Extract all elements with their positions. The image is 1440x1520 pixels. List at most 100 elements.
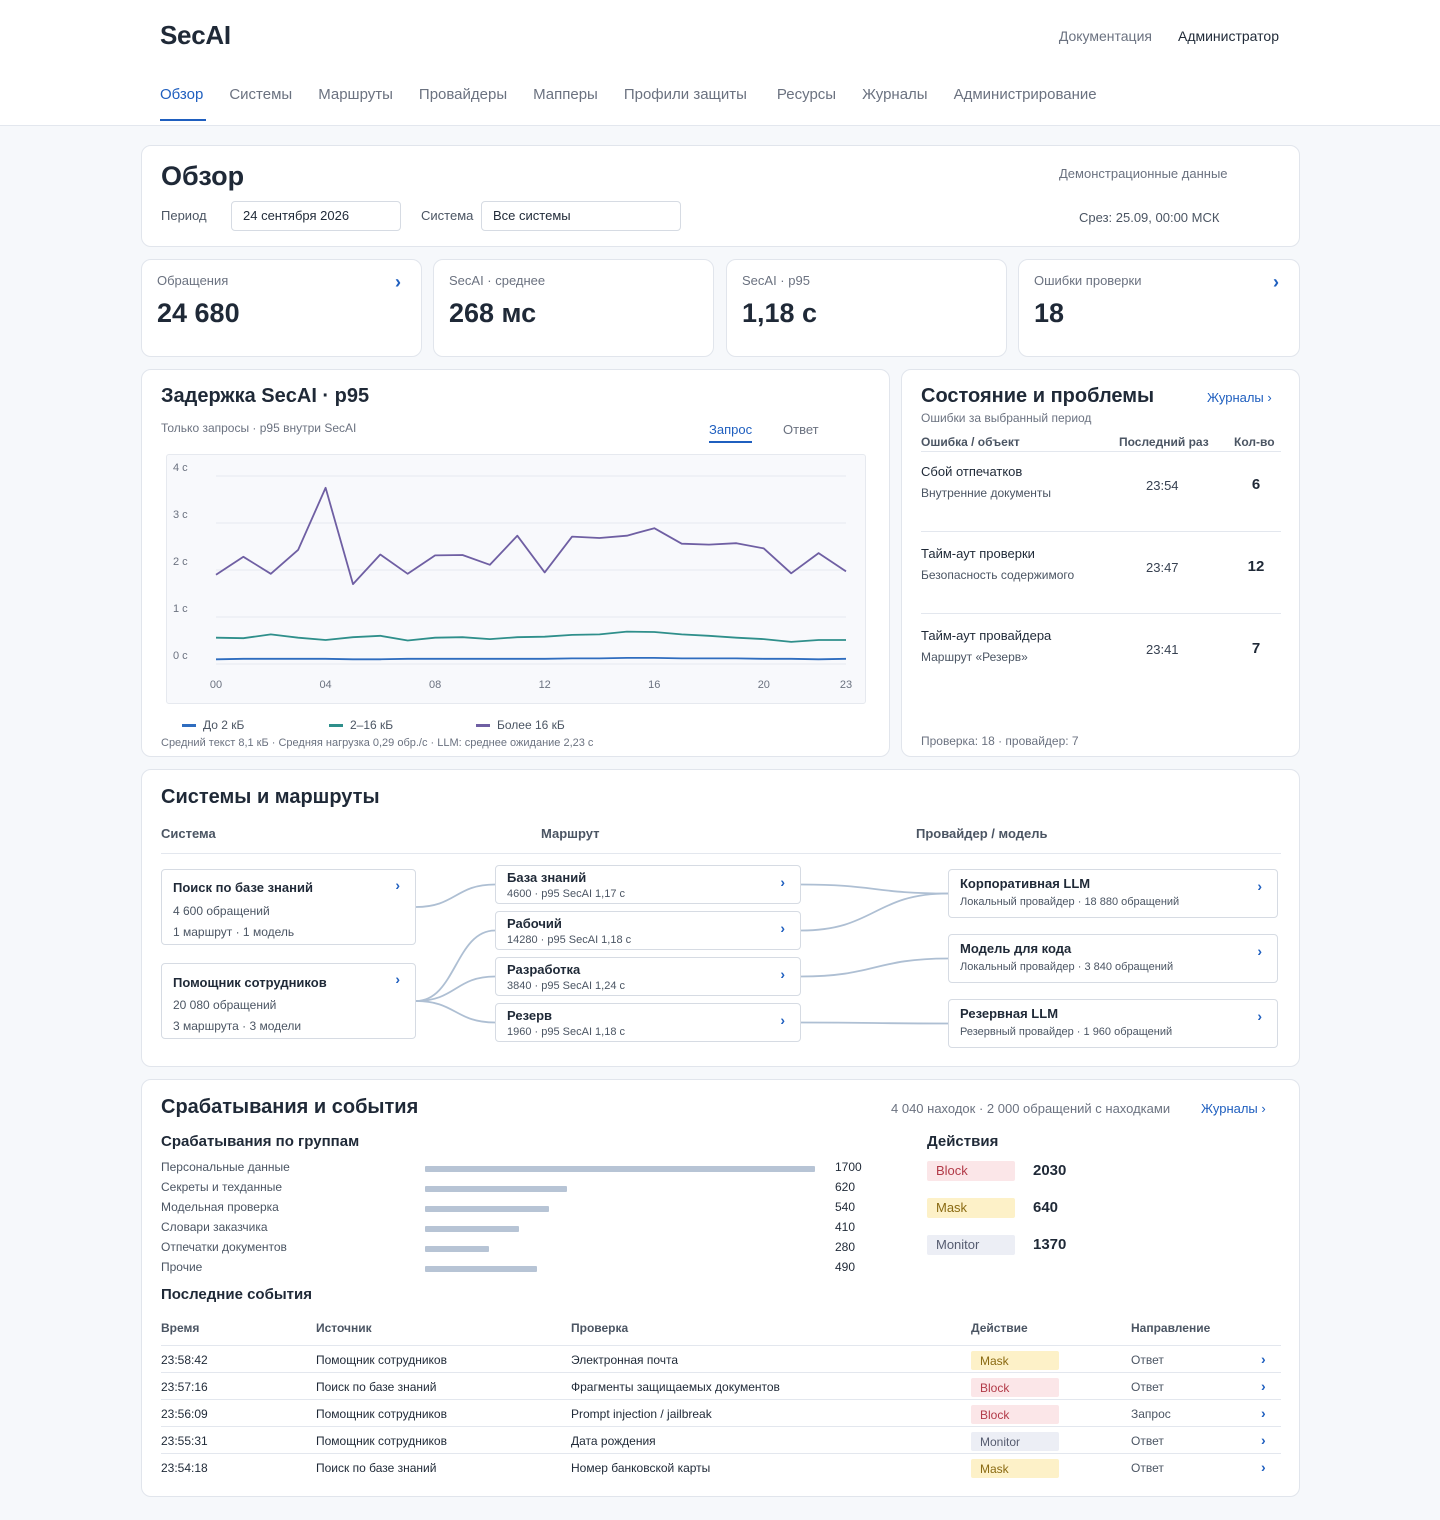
issue-row[interactable]: Тайм-аут проверки Безопасность содержимо… — [921, 532, 1281, 614]
group-value: 410 — [835, 1220, 856, 1234]
route-provider-connector — [800, 883, 949, 895]
group-value: 1700 — [835, 1160, 862, 1174]
chevron-right-icon[interactable]: › — [1257, 943, 1262, 959]
top-links: Документация Администратор — [1059, 28, 1279, 44]
chevron-right-icon[interactable]: › — [780, 1012, 785, 1028]
chevron-right-icon[interactable]: › — [780, 874, 785, 890]
chevron-right-icon[interactable]: › — [1261, 1405, 1266, 1421]
tab-protection-profiles[interactable]: Профили защиты — [623, 86, 747, 103]
kpi-secai-p95: SecAI · p95 1,18 с — [726, 259, 1007, 357]
admin-menu[interactable]: Администратор — [1177, 28, 1279, 44]
overview-header-card: Обзор Период 24 сентября 2026 Система Вс… — [141, 145, 1300, 247]
kpi-check-errors[interactable]: Ошибки проверки 18 › — [1018, 259, 1300, 357]
issues-header-divider — [921, 451, 1281, 452]
issue-name: Сбой отпечатков — [921, 464, 1023, 479]
main-nav: Обзор Системы Маршруты Провайдеры Маппер… — [160, 86, 1097, 121]
issues-logs-link[interactable]: Журналы › — [1207, 390, 1272, 405]
issue-row[interactable]: Тайм-аут провайдера Маршрут «Резерв» 23:… — [921, 614, 1281, 696]
table-row[interactable]: 23:57:16 Поиск по базе знаний Фрагменты за… — [161, 1372, 1281, 1399]
event-time: 23:56:09 — [161, 1407, 208, 1421]
chevron-right-icon[interactable]: › — [1261, 1432, 1266, 1448]
chevron-right-icon[interactable]: › — [780, 966, 785, 982]
provider-node[interactable]: Корпоративная LLM Локальный провайдер · … — [948, 869, 1278, 918]
tab-resources[interactable]: Ресурсы — [776, 86, 837, 103]
group-bar — [425, 1206, 549, 1212]
group-bar — [425, 1246, 489, 1252]
issue-count: 12 — [1247, 558, 1265, 575]
plot-area: 0 с 1 с 2 с 3 с 4 с 00 04 08 12 16 20 23 — [166, 454, 866, 704]
system-summary: 1 маршрут · 1 модель — [173, 925, 295, 939]
chevron-right-icon[interactable]: › — [1261, 1378, 1266, 1394]
group-label: Прочие — [161, 1260, 203, 1274]
route-node[interactable]: Резерв 1960 · p95 SecAI 1,18 с › — [495, 1003, 801, 1042]
group-bar — [425, 1186, 567, 1192]
chevron-right-icon[interactable]: › — [395, 272, 401, 292]
action-count-mask: 640 — [1033, 1199, 1059, 1216]
route-node[interactable]: База знаний 4600 · p95 SecAI 1,17 с › — [495, 865, 801, 904]
kpi-value: 1,18 с — [742, 298, 818, 328]
tab-overview[interactable]: Обзор — [160, 86, 207, 121]
system-node[interactable]: Помощник сотрудников 20 080 обращений 3 … — [161, 963, 416, 1039]
legend-swatch — [476, 723, 490, 727]
route-node[interactable]: Рабочий 14280 · p95 SecAI 1,18 с › — [495, 911, 801, 950]
provider-node[interactable]: Модель для кода Локальный провайдер · 3 … — [948, 934, 1278, 983]
route-detail: 1960 · p95 SecAI 1,18 с — [507, 1026, 626, 1038]
issues-subtitle: Ошибки за выбранный период — [921, 411, 1092, 425]
status-issues-card: Состояние и проблемы Журналы › Ошибки за… — [901, 369, 1300, 757]
system-summary: 3 маршрута · 3 модели — [173, 1019, 302, 1033]
actions-title: Действия — [927, 1133, 999, 1150]
chevron-right-icon[interactable]: › — [395, 877, 400, 893]
event-action-badge: Mask — [971, 1459, 1059, 1478]
tab-providers[interactable]: Провайдеры — [418, 86, 508, 103]
event-direction: Ответ — [1131, 1434, 1164, 1448]
latency-title: Задержка SecAI · p95 — [161, 385, 370, 407]
period-field[interactable]: 24 сентября 2026 — [231, 201, 401, 231]
system-select[interactable]: Все системы — [481, 201, 681, 231]
issues-title: Состояние и проблемы — [921, 385, 1155, 407]
provider-node[interactable]: Резервная LLM Резервный провайдер · 1 96… — [948, 999, 1278, 1048]
latency-chart-card: Задержка SecAI · p95 Только запросы · p9… — [141, 369, 890, 757]
docs-link[interactable]: Документация — [1058, 28, 1152, 44]
route-node[interactable]: Разработка 3840 · p95 SecAI 1,24 с › — [495, 957, 801, 996]
legend-label: Более 16 кБ — [497, 718, 565, 732]
chevron-right-icon[interactable]: › — [1261, 1459, 1266, 1475]
chevron-right-icon[interactable]: › — [1273, 272, 1279, 292]
tab-mappers[interactable]: Мапперы — [533, 86, 598, 103]
issues-footer: Проверка: 18 · провайдер: 7 — [921, 734, 1079, 748]
table-row[interactable]: 23:56:09 Помощник сотрудников Prompt injec… — [161, 1399, 1281, 1426]
events-logs-link[interactable]: Журналы › — [1201, 1101, 1266, 1116]
table-row[interactable]: 23:58:42 Помощник сотрудников Электронная … — [161, 1345, 1281, 1372]
demo-data-note: Демонстрационные данные — [1059, 166, 1228, 181]
event-time: 23:58:42 — [161, 1353, 208, 1367]
issue-name: Тайм-аут проверки — [921, 546, 1035, 561]
route-name: Резерв — [507, 1008, 553, 1023]
tab-routes[interactable]: Маршруты — [318, 86, 393, 103]
provider-name: Резервная LLM — [960, 1006, 1059, 1021]
chevron-right-icon[interactable]: › — [1261, 1351, 1266, 1367]
chevron-right-icon[interactable]: › — [1257, 1008, 1262, 1024]
event-direction: Ответ — [1131, 1461, 1164, 1475]
brand-logo[interactable]: SecAI — [160, 20, 231, 50]
group-label: Словари заказчика — [161, 1220, 268, 1234]
tab-administration[interactable]: Администрирование — [953, 86, 1097, 103]
tab-request[interactable]: Запрос — [709, 422, 753, 443]
issue-row[interactable]: Сбой отпечатков Внутренние документы 23:… — [921, 450, 1281, 532]
snapshot-time: Срез: 25.09, 00:00 МСК — [1079, 210, 1220, 225]
kpi-label: Обращения — [157, 273, 229, 288]
tab-response[interactable]: Ответ — [783, 422, 819, 437]
event-time: 23:55:31 — [161, 1434, 208, 1448]
tab-logs[interactable]: Журналы — [862, 86, 928, 103]
chevron-right-icon[interactable]: › — [1257, 878, 1262, 894]
table-row[interactable]: 23:54:18 Поиск по базе знаний Номер банков… — [161, 1453, 1281, 1480]
table-row[interactable]: 23:55:31 Помощник сотрудников Дата рождени… — [161, 1426, 1281, 1453]
kpi-requests[interactable]: Обращения 24 680 › — [141, 259, 422, 357]
top-bar: SecAI Документация Администратор Обзор С… — [0, 0, 1440, 126]
chevron-right-icon[interactable]: › — [395, 971, 400, 987]
tab-systems[interactable]: Системы — [229, 86, 293, 103]
latency-footer: Средний текст 8,1 кБ · Средняя нагрузка … — [161, 737, 594, 749]
system-node[interactable]: Поиск по базе знаний 4 600 обращений 1 м… — [161, 869, 416, 945]
event-time: 23:57:16 — [161, 1380, 208, 1394]
chevron-right-icon[interactable]: › — [780, 920, 785, 936]
series-line-3 — [215, 486, 847, 585]
group-value: 490 — [835, 1260, 856, 1274]
